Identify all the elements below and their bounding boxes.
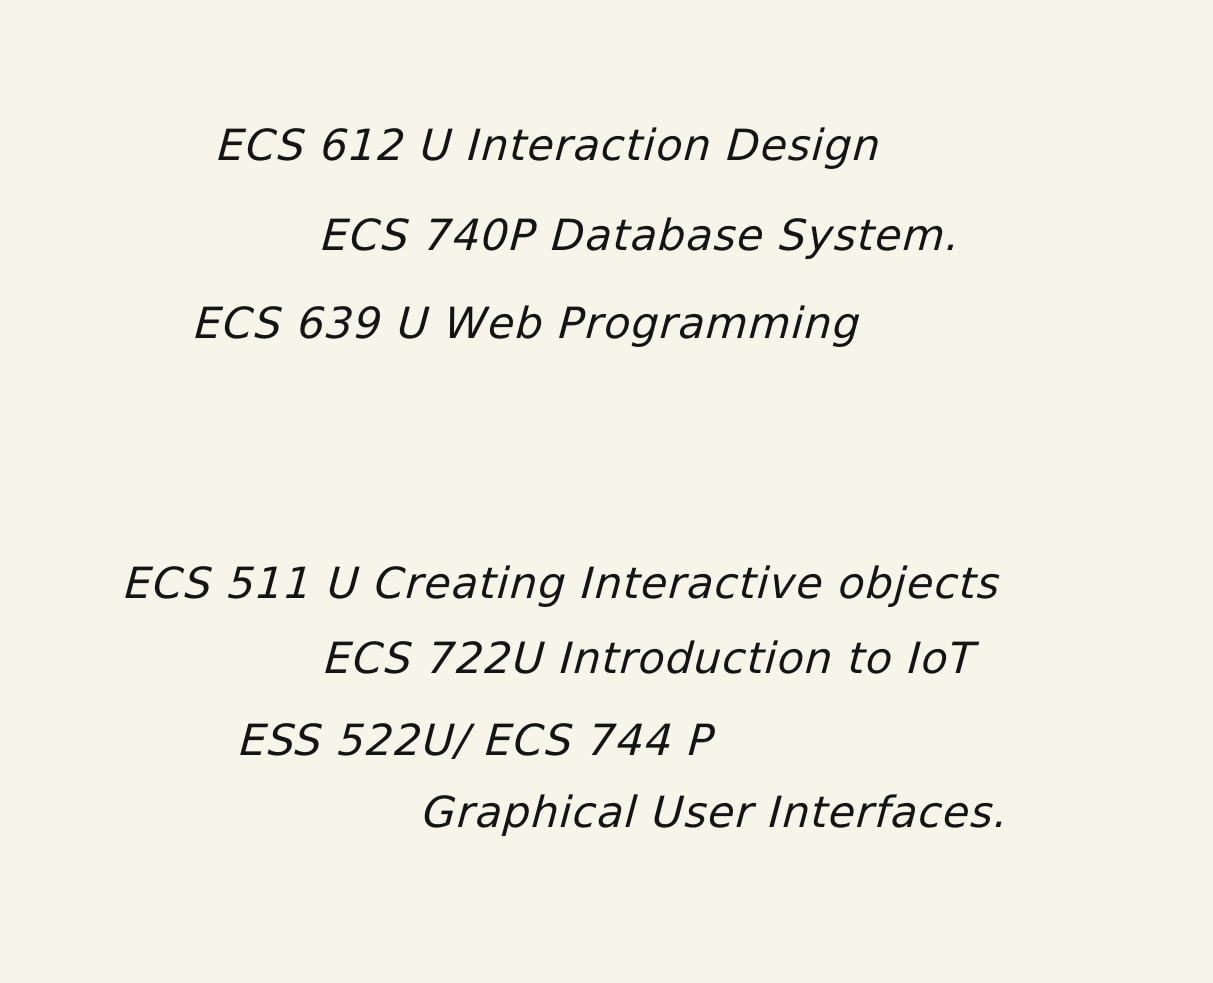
course-line-ecs511u: ECS 511 U Creating Interactive objects	[123, 559, 1003, 609]
course-line-ecs639u: ECS 639 U Web Programming	[193, 299, 864, 349]
course-line-ecs722u: ECS 722U Introduction to IoT	[323, 634, 979, 684]
course-line-gui-title: Graphical User Interfaces.	[421, 788, 1011, 838]
course-line-ecs612u: ECS 612 U Interaction Design	[216, 121, 884, 171]
course-line-ess522u-ecs744p: ESS 522U/ ECS 744 P	[238, 716, 718, 766]
course-line-ecs740p: ECS 740P Database System.	[320, 211, 963, 261]
